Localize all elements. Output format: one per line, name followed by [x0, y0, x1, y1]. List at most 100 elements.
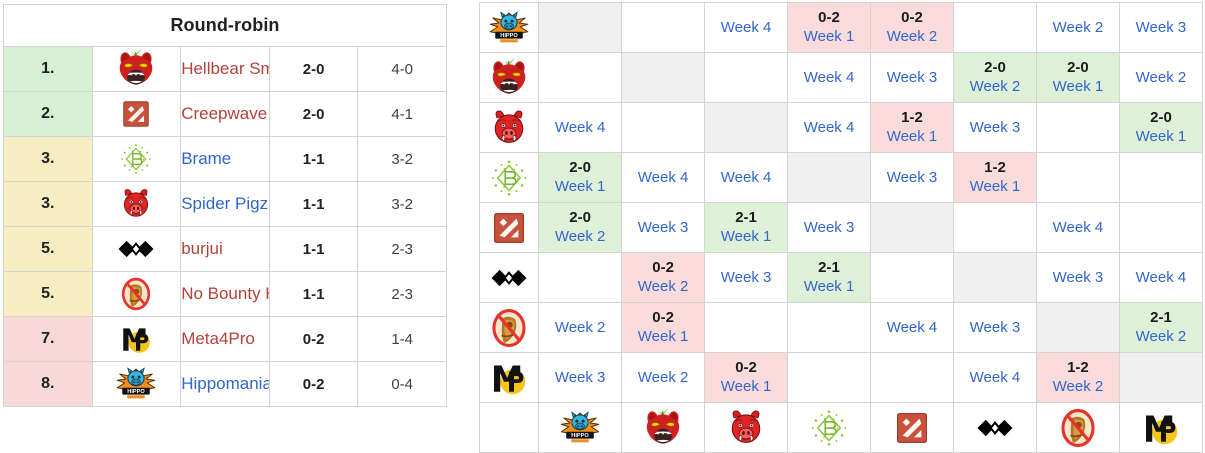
team-link[interactable]: Brame: [181, 149, 232, 168]
match-week-link[interactable]: Week 2: [1052, 19, 1104, 36]
team-link[interactable]: burjui: [181, 239, 223, 258]
match-week-link[interactable]: Week 3: [969, 319, 1021, 336]
match-week-link[interactable]: Week 3: [554, 369, 606, 386]
crosstable-scheduled-cell[interactable]: Week 4: [787, 52, 871, 103]
brame-logo-cell[interactable]: [478, 152, 540, 203]
crosstable-scheduled-cell[interactable]: Week 2: [538, 302, 623, 353]
team-link[interactable]: Meta4Pro: [181, 329, 255, 348]
team-link[interactable]: Hellbear Smashers: [181, 59, 269, 78]
crosstable-scheduled-cell[interactable]: Week 4: [1118, 252, 1204, 303]
team-name-cell[interactable]: burjui: [180, 226, 270, 272]
match-week-link[interactable]: Week 1: [886, 128, 938, 145]
creepwave-logo-cell[interactable]: [478, 202, 540, 253]
hellbear-smashers-logo-cell[interactable]: [478, 52, 540, 103]
crosstable-result-cell-win[interactable]: 2-1 Week 2: [1118, 302, 1204, 353]
crosstable-result-cell-loss[interactable]: 0-2 Week 2: [621, 252, 706, 303]
match-week-link[interactable]: Week 4: [1135, 269, 1187, 286]
crosstable-scheduled-cell[interactable]: Week 3: [621, 202, 706, 253]
burjui-logo-cell[interactable]: [478, 252, 540, 303]
match-week-link[interactable]: Week 1: [1135, 128, 1187, 145]
team-name-cell[interactable]: No Bounty Hunter: [180, 271, 270, 317]
hippomaniacs-logo-cell[interactable]: [478, 2, 540, 53]
match-week-link[interactable]: Week 3: [886, 69, 938, 86]
crosstable-scheduled-cell[interactable]: Week 3: [952, 102, 1037, 153]
meta4pro-logo-cell[interactable]: [478, 352, 540, 403]
match-week-link[interactable]: Week 1: [720, 378, 772, 395]
match-week-link[interactable]: Week 2: [1052, 378, 1104, 395]
crosstable-scheduled-cell[interactable]: Week 3: [870, 52, 954, 103]
team-link[interactable]: Spider Pigzs: [181, 194, 270, 213]
hellbear-smashers-logo-cell[interactable]: [621, 402, 706, 453]
crosstable-result-cell-loss[interactable]: 0-2 Week 2: [870, 2, 954, 53]
match-week-link[interactable]: Week 1: [1052, 78, 1104, 95]
crosstable-scheduled-cell[interactable]: Week 4: [1035, 202, 1120, 253]
match-week-link[interactable]: Week 2: [554, 228, 606, 245]
crosstable-scheduled-cell[interactable]: Week 4: [538, 102, 623, 153]
match-week-link[interactable]: Week 4: [1052, 219, 1104, 236]
match-week-link[interactable]: Week 1: [803, 278, 855, 295]
no-bounty-hunter-logo-cell[interactable]: [478, 302, 540, 353]
spider-pigzs-logo-cell[interactable]: [704, 402, 789, 453]
crosstable-scheduled-cell[interactable]: Week 3: [870, 152, 954, 203]
match-week-link[interactable]: Week 1: [803, 28, 855, 45]
team-link[interactable]: Hippomaniacs: [181, 374, 269, 393]
match-week-link[interactable]: Week 3: [637, 219, 689, 236]
crosstable-result-cell-win[interactable]: 2-0 Week 2: [538, 202, 623, 253]
hippomaniacs-logo-cell[interactable]: [538, 402, 623, 453]
crosstable-result-cell-loss[interactable]: 1-2 Week 2: [1035, 352, 1120, 403]
crosstable-result-cell-loss[interactable]: 0-2 Week 1: [787, 2, 871, 53]
crosstable-result-cell-loss[interactable]: 1-2 Week 1: [870, 102, 954, 153]
match-week-link[interactable]: Week 1: [720, 228, 772, 245]
team-name-cell[interactable]: Creepwave: [180, 91, 270, 137]
match-week-link[interactable]: Week 2: [1135, 328, 1187, 345]
match-week-link[interactable]: Week 3: [803, 219, 855, 236]
crosstable-scheduled-cell[interactable]: Week 3: [1118, 2, 1204, 53]
match-week-link[interactable]: Week 2: [637, 278, 689, 295]
crosstable-result-cell-loss[interactable]: 0-2 Week 1: [621, 302, 706, 353]
crosstable-scheduled-cell[interactable]: Week 3: [952, 302, 1037, 353]
match-week-link[interactable]: Week 4: [803, 69, 855, 86]
match-week-link[interactable]: Week 3: [886, 169, 938, 186]
match-week-link[interactable]: Week 4: [803, 119, 855, 136]
burjui-logo-cell[interactable]: [952, 402, 1037, 453]
match-week-link[interactable]: Week 4: [720, 19, 772, 36]
crosstable-scheduled-cell[interactable]: Week 3: [538, 352, 623, 403]
crosstable-result-cell-win[interactable]: 2-1 Week 1: [704, 202, 789, 253]
brame-logo-cell[interactable]: [787, 402, 871, 453]
creepwave-logo-cell[interactable]: [870, 402, 954, 453]
match-week-link[interactable]: Week 4: [554, 119, 606, 136]
crosstable-result-cell-win[interactable]: 2-0 Week 2: [952, 52, 1037, 103]
match-week-link[interactable]: Week 2: [554, 319, 606, 336]
crosstable-scheduled-cell[interactable]: Week 3: [704, 252, 789, 303]
match-week-link[interactable]: Week 2: [969, 78, 1021, 95]
match-week-link[interactable]: Week 2: [637, 369, 689, 386]
crosstable-scheduled-cell[interactable]: Week 4: [704, 152, 789, 203]
crosstable-scheduled-cell[interactable]: Week 4: [621, 152, 706, 203]
crosstable-scheduled-cell[interactable]: Week 3: [787, 202, 871, 253]
crosstable-result-cell-win[interactable]: 2-0 Week 1: [1035, 52, 1120, 103]
team-name-cell[interactable]: Hippomaniacs: [180, 361, 270, 407]
match-week-link[interactable]: Week 4: [969, 369, 1021, 386]
match-week-link[interactable]: Week 2: [886, 28, 938, 45]
match-week-link[interactable]: Week 3: [1052, 269, 1104, 286]
match-week-link[interactable]: Week 2: [1135, 69, 1187, 86]
match-week-link[interactable]: Week 3: [1135, 19, 1187, 36]
team-name-cell[interactable]: Brame: [180, 136, 270, 182]
match-week-link[interactable]: Week 1: [969, 178, 1021, 195]
team-name-cell[interactable]: Spider Pigzs: [180, 181, 270, 227]
match-week-link[interactable]: Week 4: [637, 169, 689, 186]
match-week-link[interactable]: Week 3: [969, 119, 1021, 136]
crosstable-result-cell-win[interactable]: 2-0 Week 1: [538, 152, 623, 203]
spider-pigzs-logo-cell[interactable]: [478, 102, 540, 153]
team-name-cell[interactable]: Hellbear Smashers: [180, 46, 270, 92]
match-week-link[interactable]: Week 3: [720, 269, 772, 286]
crosstable-scheduled-cell[interactable]: Week 4: [870, 302, 954, 353]
match-week-link[interactable]: Week 1: [554, 178, 606, 195]
crosstable-scheduled-cell[interactable]: Week 2: [1035, 2, 1120, 53]
crosstable-result-cell-loss[interactable]: 1-2 Week 1: [952, 152, 1037, 203]
match-week-link[interactable]: Week 4: [720, 169, 772, 186]
crosstable-scheduled-cell[interactable]: Week 3: [1035, 252, 1120, 303]
team-name-cell[interactable]: Meta4Pro: [180, 316, 270, 362]
crosstable-result-cell-loss[interactable]: 0-2 Week 1: [704, 352, 789, 403]
match-week-link[interactable]: Week 4: [886, 319, 938, 336]
